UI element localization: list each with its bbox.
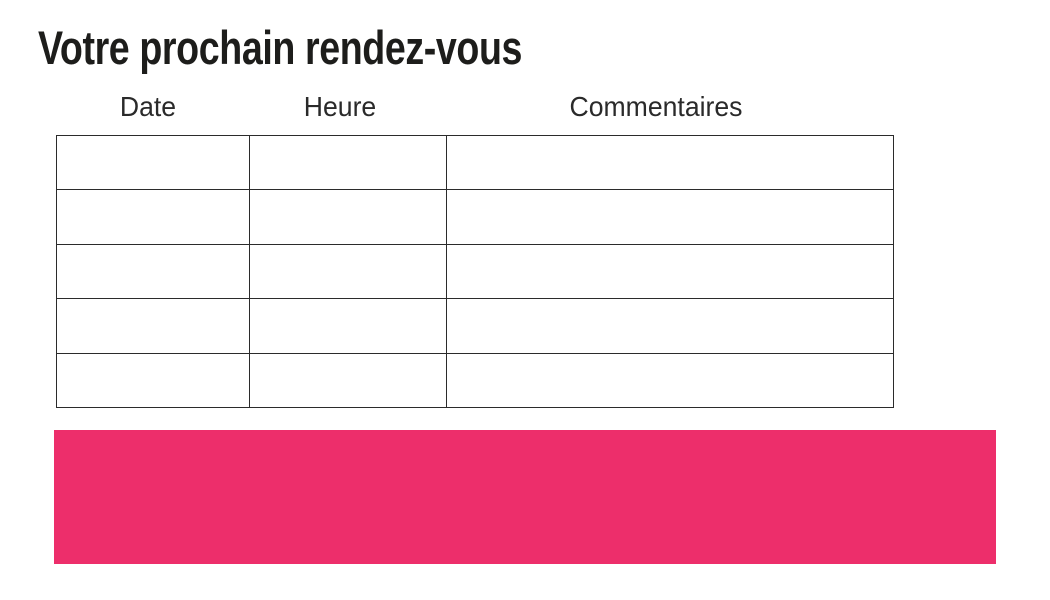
table-cell-commentaires [446,243,894,300]
appointments-table-body [55,134,894,409]
table-row [55,298,894,354]
page-title: Votre prochain rendez-vous [38,21,523,74]
table-row [55,134,894,191]
table-cell-heure [249,352,448,409]
appointments-table [55,134,894,409]
table-row [55,352,894,409]
table-cell-heure [249,298,448,354]
table-cell-commentaires [446,189,894,245]
table-cell-commentaires [446,352,894,409]
table-cell-date [55,352,251,409]
table-cell-commentaires [446,134,894,191]
column-header-heure: Heure [303,91,377,122]
table-cell-heure [249,243,448,300]
table-cell-commentaires [446,298,894,354]
table-row [55,189,894,245]
table-cell-date [55,243,251,300]
table-cell-date [55,298,251,354]
accent-bar [54,430,996,564]
column-header-commentaires: Commentaires [569,91,743,122]
table-cell-heure [249,134,448,191]
table-cell-heure [249,189,448,245]
column-header-date: Date [119,91,177,122]
table-cell-date [55,189,251,245]
table-row [55,243,894,300]
table-cell-date [55,134,251,191]
